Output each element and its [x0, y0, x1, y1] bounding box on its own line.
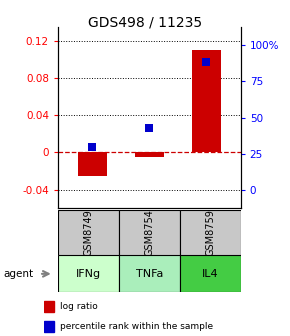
Text: GSM8759: GSM8759: [205, 209, 215, 256]
Bar: [78, 153, 106, 176]
Text: agent: agent: [3, 269, 33, 279]
Bar: [135, 153, 164, 157]
Text: percentile rank within the sample: percentile rank within the sample: [60, 322, 213, 331]
Point: [204, 60, 209, 65]
Bar: [58, 255, 119, 292]
Bar: [58, 210, 119, 255]
Text: TNFa: TNFa: [136, 269, 163, 279]
Bar: [119, 255, 180, 292]
Point: [90, 144, 95, 149]
Bar: [44, 321, 54, 332]
Bar: [192, 50, 221, 153]
Bar: [180, 210, 241, 255]
Text: log ratio: log ratio: [60, 302, 98, 311]
Bar: [44, 301, 54, 312]
Text: IFNg: IFNg: [76, 269, 101, 279]
Text: GSM8754: GSM8754: [144, 209, 154, 256]
Text: IL4: IL4: [202, 269, 219, 279]
Text: GDS498 / 11235: GDS498 / 11235: [88, 15, 202, 29]
Bar: [180, 255, 241, 292]
Text: GSM8749: GSM8749: [84, 209, 93, 256]
Point: [147, 125, 152, 130]
Bar: [119, 210, 180, 255]
